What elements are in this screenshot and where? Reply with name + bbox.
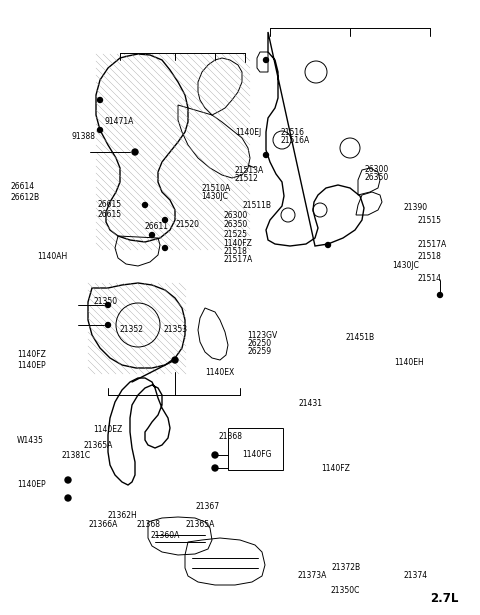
Text: 21350: 21350 [94, 297, 118, 306]
Text: 21362H: 21362H [108, 511, 137, 520]
Text: 1140EH: 1140EH [395, 358, 424, 367]
Text: 1140EP: 1140EP [17, 361, 46, 370]
Text: 21520: 21520 [175, 220, 199, 229]
Text: 2.7L: 2.7L [430, 592, 458, 605]
Text: 21367: 21367 [196, 502, 220, 511]
Text: 21431: 21431 [299, 399, 323, 408]
Text: 1140EP: 1140EP [17, 480, 46, 488]
Text: 1140FZ: 1140FZ [322, 464, 350, 473]
Text: 91471A: 91471A [104, 117, 134, 126]
Text: 21365A: 21365A [84, 441, 113, 450]
Circle shape [65, 495, 71, 501]
Text: 21511B: 21511B [242, 201, 271, 210]
Text: 1140EZ: 1140EZ [94, 425, 123, 434]
Text: 91388: 91388 [72, 132, 96, 141]
Text: 21366A: 21366A [88, 520, 118, 529]
Circle shape [437, 293, 443, 298]
Circle shape [172, 357, 178, 363]
Text: 21373A: 21373A [298, 571, 327, 579]
Text: 21518: 21518 [418, 252, 442, 261]
Bar [228, 428, 283, 470]
Text: 21512: 21512 [234, 175, 258, 183]
Text: 1123GV: 1123GV [247, 331, 277, 340]
Text: 21352: 21352 [119, 325, 143, 334]
Text: 21517A: 21517A [418, 240, 447, 249]
Text: 26250: 26250 [247, 339, 271, 348]
Circle shape [132, 149, 138, 155]
Text: 1430JC: 1430JC [202, 192, 228, 200]
Text: 26300: 26300 [223, 211, 248, 220]
Text: 21372B: 21372B [331, 563, 360, 571]
Circle shape [106, 303, 110, 308]
Text: 21514: 21514 [418, 274, 442, 283]
Text: 1430JC: 1430JC [392, 261, 419, 270]
Circle shape [65, 477, 71, 483]
Text: 26615: 26615 [97, 200, 121, 209]
Text: 26350: 26350 [365, 173, 389, 181]
Text: 26611: 26611 [145, 223, 169, 231]
Text: 21513A: 21513A [234, 167, 264, 175]
Text: 21510A: 21510A [202, 184, 231, 192]
Circle shape [106, 322, 110, 328]
Text: 21517A: 21517A [223, 255, 252, 264]
Circle shape [97, 127, 103, 132]
Text: 21368: 21368 [218, 432, 242, 441]
Circle shape [97, 98, 103, 103]
Text: 21390: 21390 [403, 203, 427, 212]
Circle shape [264, 57, 268, 63]
Text: 21350C: 21350C [331, 586, 360, 595]
Text: 26615: 26615 [97, 210, 121, 218]
Circle shape [212, 465, 218, 471]
Text: 21360A: 21360A [151, 531, 180, 539]
Circle shape [325, 242, 331, 247]
Text: 21368: 21368 [137, 520, 161, 529]
Text: 21381C: 21381C [61, 451, 91, 459]
Text: 26350: 26350 [223, 220, 248, 229]
Text: 26300: 26300 [365, 165, 389, 173]
Circle shape [212, 452, 218, 458]
Text: 21516: 21516 [281, 128, 305, 137]
Circle shape [143, 202, 147, 207]
Text: 1140FZ: 1140FZ [17, 350, 46, 359]
Text: 1140FG: 1140FG [242, 450, 272, 459]
Text: 21525: 21525 [223, 230, 247, 239]
Circle shape [149, 232, 155, 237]
Text: 1140EJ: 1140EJ [235, 128, 262, 137]
Text: 21516A: 21516A [281, 136, 310, 145]
Text: 26614: 26614 [11, 182, 35, 191]
Circle shape [163, 245, 168, 250]
Text: 21451B: 21451B [346, 333, 375, 341]
Circle shape [163, 218, 168, 223]
Text: 26259: 26259 [247, 347, 271, 356]
Text: 21515: 21515 [418, 216, 442, 224]
Text: 21518: 21518 [223, 247, 247, 256]
Circle shape [264, 153, 268, 157]
Text: 21365A: 21365A [186, 520, 216, 529]
Text: 21374: 21374 [403, 571, 427, 579]
Text: 21353: 21353 [163, 325, 187, 334]
Text: 1140FZ: 1140FZ [223, 239, 252, 248]
Text: 26612B: 26612B [11, 193, 40, 202]
Text: 1140AH: 1140AH [37, 252, 68, 261]
Text: W1435: W1435 [17, 437, 44, 445]
Text: 1140EX: 1140EX [205, 368, 235, 377]
